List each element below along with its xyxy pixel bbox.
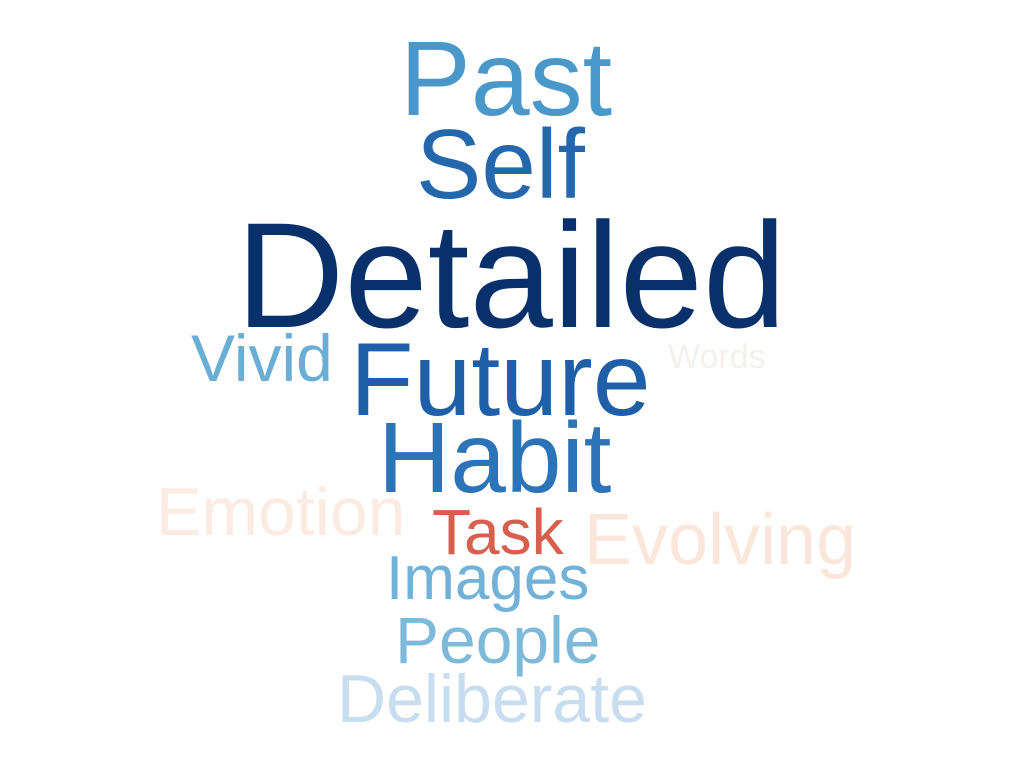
word-emotion: Emotion [156,474,406,550]
word-words: Words [668,338,766,376]
word-past: Past [400,20,613,138]
word-future: Future [350,322,651,438]
word-people: People [395,603,601,677]
word-self: Self [416,109,585,219]
word-deliberate: Deliberate [337,661,647,737]
word-images: Images [386,544,590,613]
word-habit: Habit [378,402,612,514]
word-evolving: Evolving [584,500,857,580]
word-detailed: Detailed [236,191,787,359]
word-vivid: Vivid [191,321,333,395]
word-task: Task [432,496,564,568]
